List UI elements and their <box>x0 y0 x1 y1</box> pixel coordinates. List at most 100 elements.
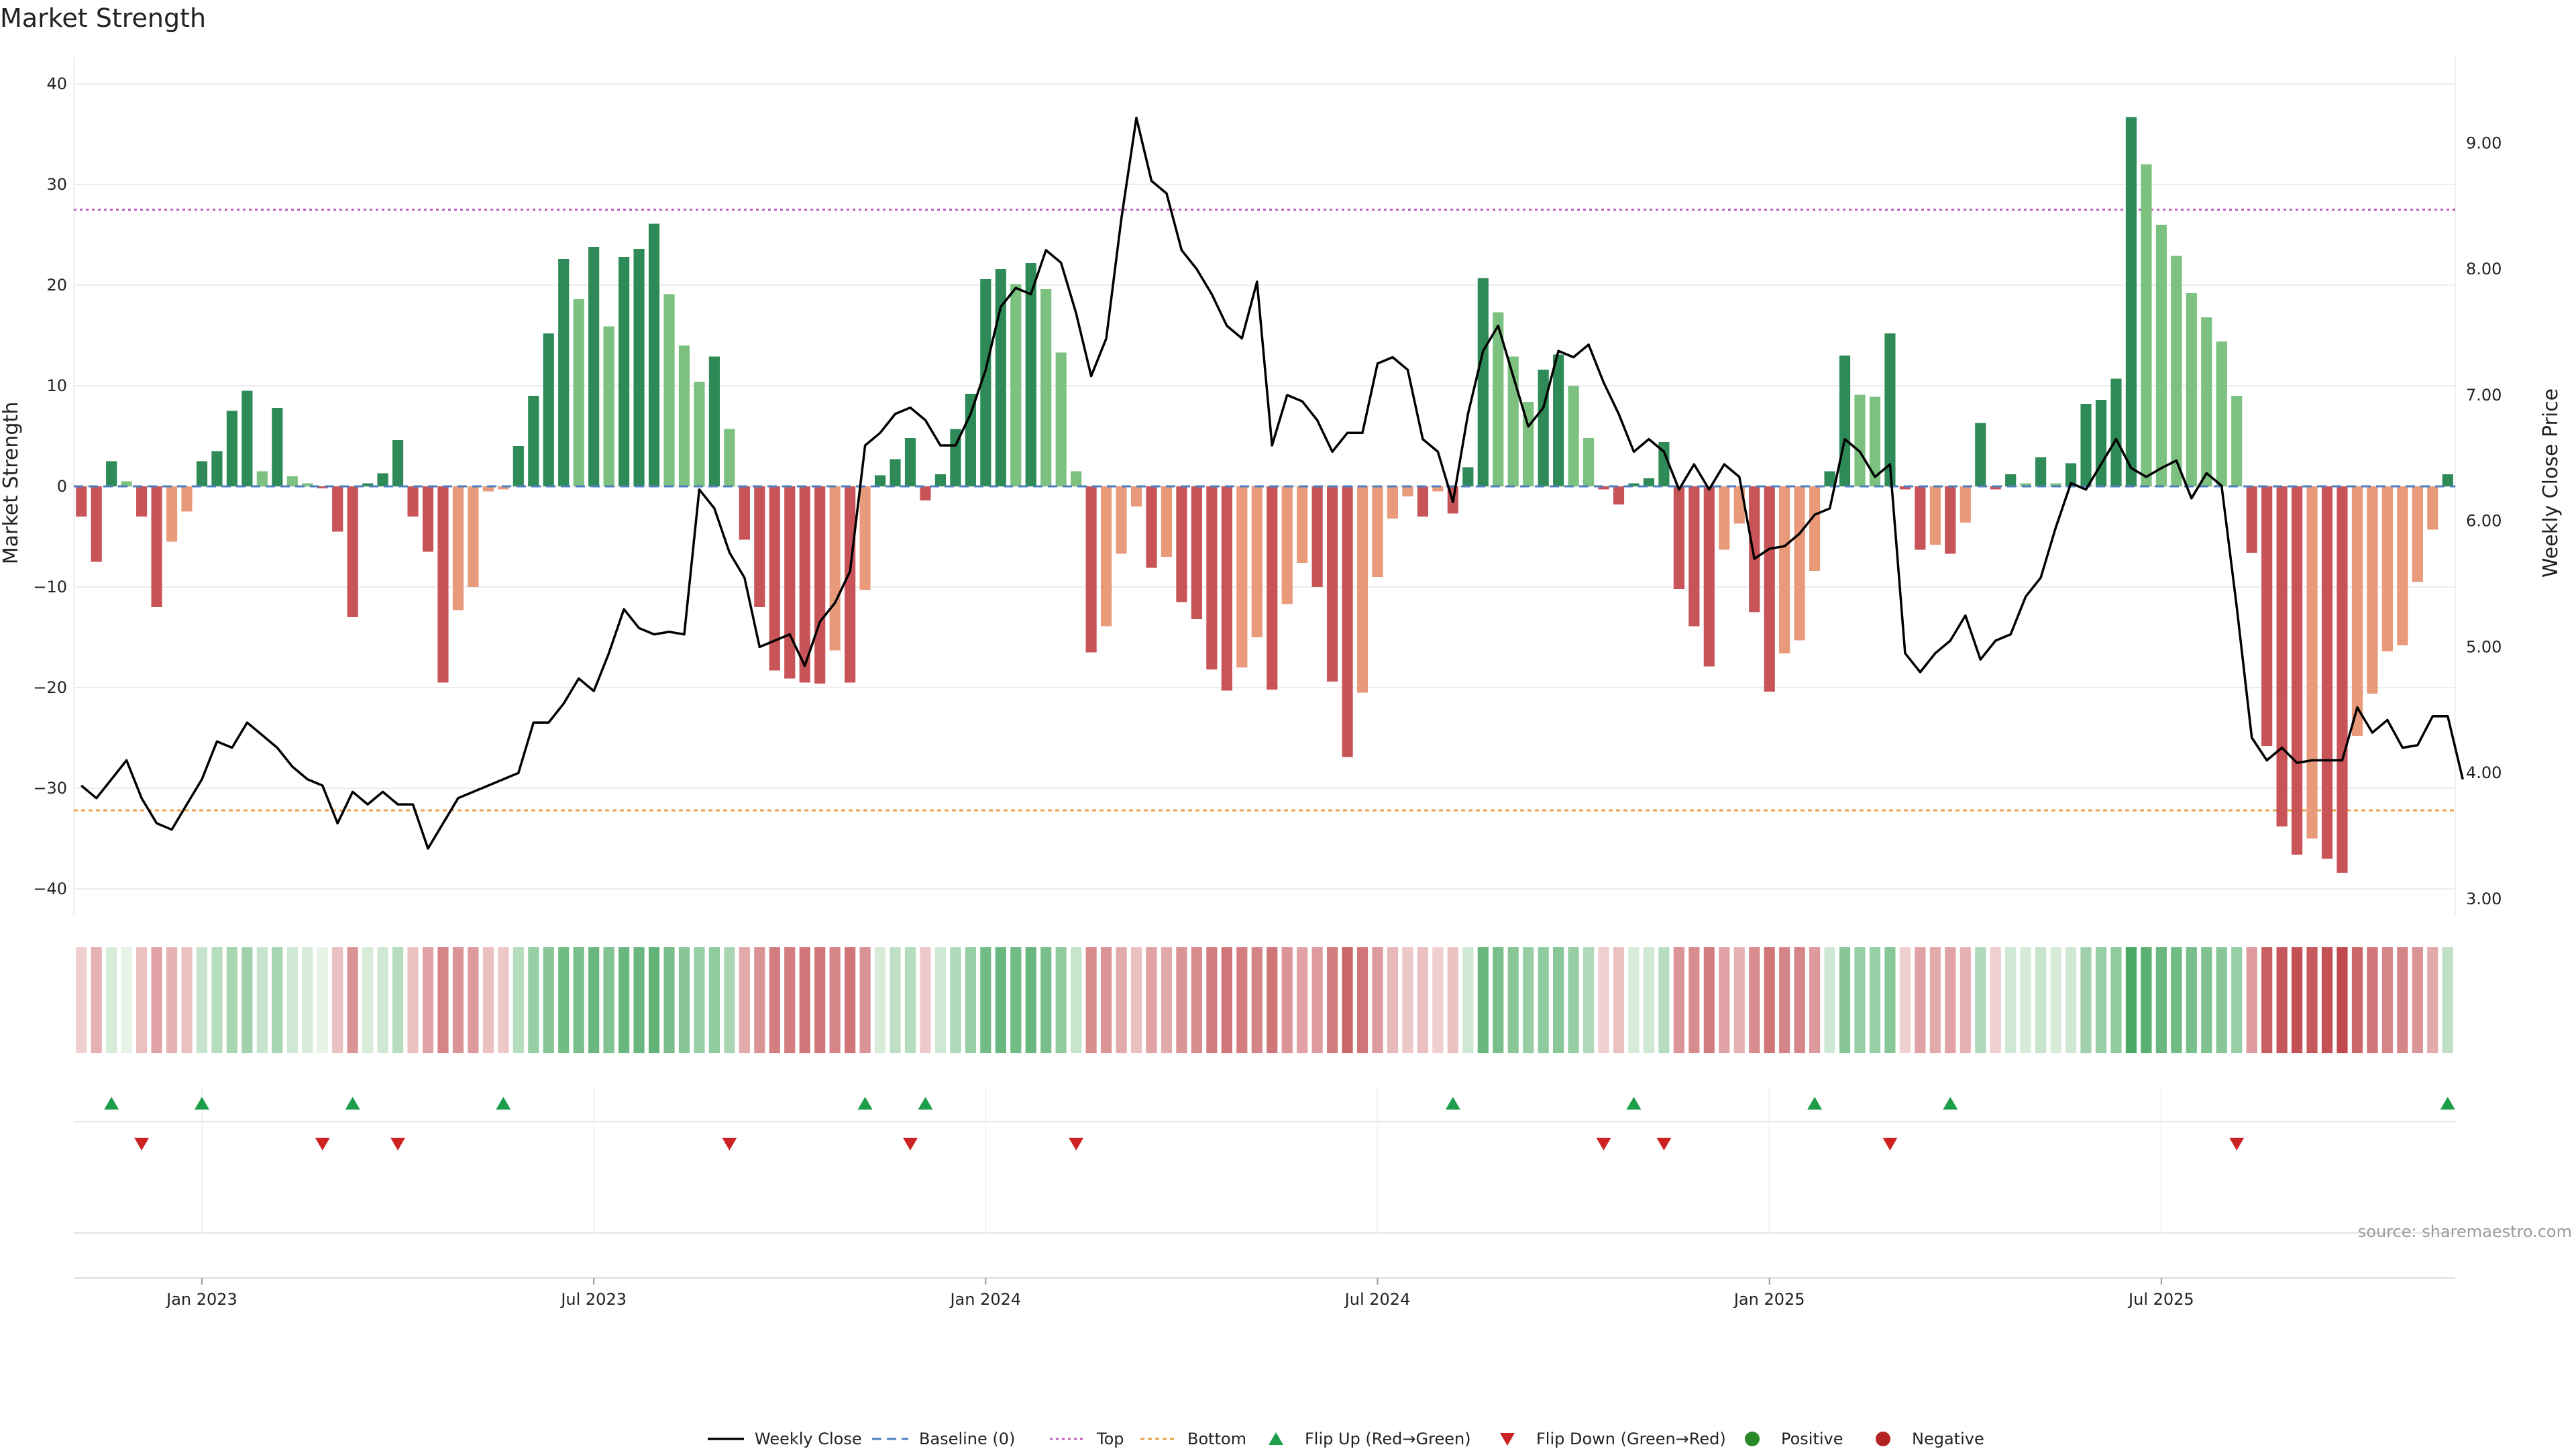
thermometer-cell <box>2065 947 2077 1053</box>
x-tick-label: Jan 2023 <box>165 1290 237 1309</box>
legend-label: Top <box>1096 1430 1124 1448</box>
strength-bar <box>603 326 614 486</box>
thermometer-cell <box>1100 947 1112 1053</box>
x-tick-label: Jan 2025 <box>1733 1290 1805 1309</box>
thermometer-cell <box>2080 947 2092 1053</box>
x-axis: Jan 2023 Jul 2023 Jan 2024 Jul 2024 Jan 2025… <box>74 1277 2455 1309</box>
strength-bar <box>498 486 509 490</box>
thermometer-cell <box>1854 947 1866 1053</box>
strength-bar <box>2186 293 2197 486</box>
strength-bar <box>286 476 298 486</box>
legend-swatch-positive <box>1745 1432 1760 1446</box>
right-tick-label: 8.00 <box>2466 260 2502 278</box>
strength-bar <box>1372 486 1383 577</box>
flip-up-marker <box>496 1097 511 1110</box>
thermometer-cell <box>694 947 705 1053</box>
strength-bar <box>1975 423 1986 486</box>
thermometer-cell <box>1884 947 1896 1053</box>
strength-bar <box>619 257 630 486</box>
thermometer-cell <box>468 947 479 1053</box>
strength-bar <box>904 438 916 486</box>
strength-bar <box>2171 256 2182 486</box>
thermometer-cell <box>739 947 750 1053</box>
strength-bar <box>845 486 856 683</box>
strength-bar <box>452 486 464 610</box>
strength-bar <box>588 247 600 486</box>
thermometer-cell <box>91 947 102 1053</box>
thermometer-cell <box>633 947 645 1053</box>
left-tick-label: 30 <box>46 175 67 194</box>
strength-thermometer <box>76 947 2453 1053</box>
legend-swatch-flip-down <box>1500 1433 1515 1446</box>
thermometer-cell <box>1794 947 1805 1053</box>
strength-bar <box>739 486 750 540</box>
strength-bar <box>302 483 313 486</box>
right-tick-label: 4.00 <box>2466 763 2502 782</box>
legend-label: Positive <box>1781 1430 1843 1448</box>
strength-bar <box>1582 438 1595 486</box>
thermometer-cell <box>2186 947 2197 1053</box>
thermometer-cell <box>1658 947 1670 1053</box>
right-tick-label: 9.00 <box>2466 133 2502 152</box>
strength-bar <box>2095 400 2107 486</box>
strength-bar <box>890 459 901 486</box>
strength-bar <box>1613 486 1625 504</box>
thermometer-cell <box>2351 947 2363 1053</box>
thermometer-cell <box>920 947 931 1053</box>
thermometer-cell <box>1869 947 1881 1053</box>
thermometer-cell <box>1206 947 1218 1053</box>
flip-up-marker <box>194 1097 209 1110</box>
flip-down-marker <box>1069 1138 1084 1150</box>
thermometer-cell <box>377 947 388 1053</box>
threshold-lines <box>74 209 2455 812</box>
left-tick-label: 20 <box>46 276 67 294</box>
flip-down-marker <box>2229 1138 2245 1150</box>
thermometer-cell <box>1221 947 1232 1053</box>
thermometer-cell <box>2201 947 2212 1053</box>
thermometer-cell <box>1945 947 1956 1053</box>
thermometer-cell <box>1673 947 1684 1053</box>
strength-bar <box>648 223 660 486</box>
strength-bar <box>1779 486 1790 653</box>
thermometer-cell <box>980 947 991 1053</box>
strength-bar <box>1854 394 1866 486</box>
thermometer-cell <box>1582 947 1595 1053</box>
right-tick-label: 6.00 <box>2466 512 2502 531</box>
strength-bar <box>1417 486 1429 517</box>
strength-bar <box>1568 386 1579 486</box>
thermometer-cell <box>151 947 162 1053</box>
thermometer-cell <box>663 947 675 1053</box>
strength-bar <box>1342 486 1353 757</box>
thermometer-cell <box>362 947 374 1053</box>
thermometer-cell <box>1809 947 1821 1053</box>
thermometer-cell <box>678 947 690 1053</box>
thermometer-cell <box>1493 947 1504 1053</box>
thermometer-cell <box>482 947 494 1053</box>
left-tick-label: −30 <box>33 779 67 798</box>
strength-bar <box>1703 486 1715 667</box>
strength-bars <box>76 117 2453 873</box>
strength-bar <box>1161 486 1173 557</box>
strength-bar <box>91 486 102 562</box>
thermometer-cell <box>1733 947 1745 1053</box>
flip-down-marker <box>390 1138 406 1150</box>
thermometer-cell <box>1839 947 1851 1053</box>
thermometer-cell <box>1356 947 1368 1053</box>
strength-bar <box>2110 378 2122 486</box>
thermometer-cell <box>422 947 434 1053</box>
flip-up-marker <box>1626 1097 1642 1110</box>
strength-bar <box>136 486 148 517</box>
legend-label: Flip Up (Red→Green) <box>1305 1430 1471 1448</box>
thermometer-cell <box>1176 947 1187 1053</box>
left-tick-label: −40 <box>33 879 67 898</box>
strength-bar <box>814 486 826 684</box>
thermometer-cell <box>2337 947 2348 1053</box>
thermometer-cell <box>226 947 238 1053</box>
strength-bar <box>1493 312 1504 486</box>
thermometer-cell <box>166 947 178 1053</box>
strength-bar <box>1010 284 1022 486</box>
flip-up-marker <box>857 1097 873 1110</box>
thermometer-cell <box>1040 947 1052 1053</box>
thermometer-cell <box>1719 947 1730 1053</box>
thermometer-cell <box>2035 947 2047 1053</box>
